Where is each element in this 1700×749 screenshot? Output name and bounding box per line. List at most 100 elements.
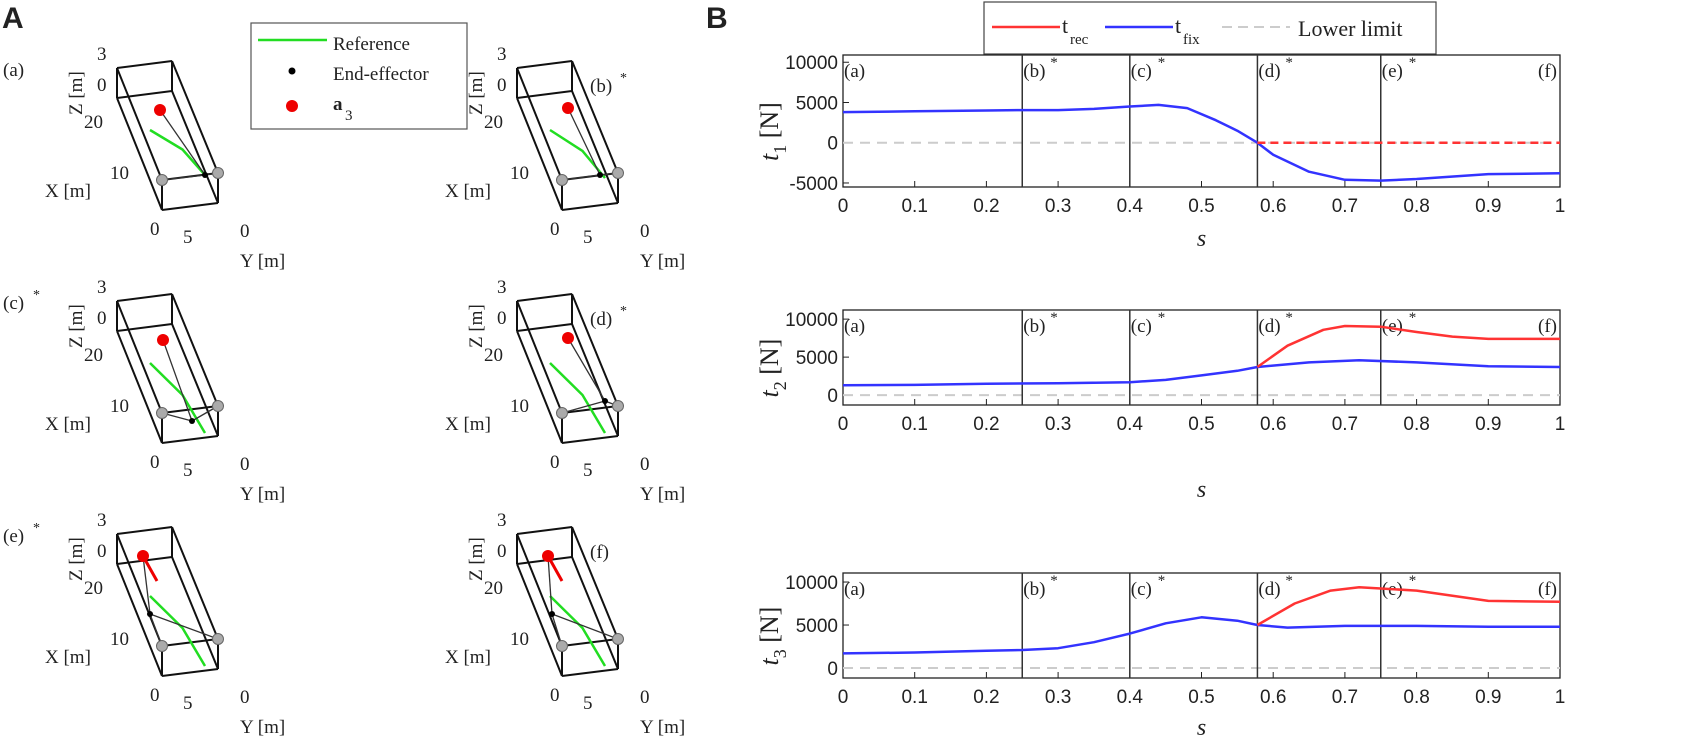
x-tick: 0	[550, 685, 560, 706]
legend-a3-label: a	[333, 94, 343, 115]
event-star: *	[1409, 55, 1417, 71]
legend-end-effector-swatch	[288, 67, 296, 75]
cable	[162, 339, 193, 422]
workspace-subplot: (f) 3 0 Z [m]20 10 X [m] 0 5 0 Y [m]	[445, 510, 685, 738]
event-star: *	[1050, 573, 1058, 589]
y-tick-label: -5000	[789, 174, 838, 195]
z-tick: 3	[97, 44, 107, 65]
x-tick-label: 0.2	[973, 196, 999, 217]
box-edge	[116, 90, 173, 99]
x-tick-label: 0	[838, 196, 849, 217]
x-tick-label: 0.5	[1188, 687, 1214, 708]
box-edge	[561, 435, 619, 444]
y-axis-label: Y [m]	[240, 251, 285, 272]
event-label: (e)	[1382, 316, 1403, 337]
subplot-label: (f)	[590, 542, 609, 563]
y-axis-label: Y [m]	[240, 717, 285, 738]
subplot-star: *	[620, 71, 627, 86]
legend-a3-swatch	[286, 100, 298, 112]
anchor-point	[212, 167, 224, 179]
box-edge	[516, 300, 563, 414]
event-label: (e)	[1382, 61, 1403, 82]
series-t-fix	[842, 616, 1560, 655]
box-edge	[516, 293, 573, 302]
cable	[561, 174, 601, 181]
x-tick: 20	[84, 112, 103, 133]
event-label: (f)	[1538, 61, 1557, 82]
event-label: (d)	[1258, 579, 1280, 600]
box-edge	[171, 293, 219, 407]
tension-chart-2: 0 0.1 0.2 0.3 0.4 0.5 0.6 0.7 0.8 0.9 1 0 5000 10000 (…	[755, 309, 1565, 503]
event-star: *	[1158, 55, 1166, 71]
z-tick: 0	[497, 541, 507, 562]
y-label-sub: 1	[770, 145, 790, 154]
z-axis-label: Z [m]	[66, 71, 87, 115]
x-tick: 0	[550, 452, 560, 473]
panel-b-label: B	[706, 2, 728, 35]
legend-reference-label: Reference	[333, 34, 410, 55]
anchor-point	[612, 400, 624, 412]
workspace-subplot: (e) * 3 0 Z [m]20 10 X [m] 0 5 0 Y [m]	[3, 510, 285, 738]
panel-b-legend: t rec t fix Lower limit	[983, 1, 1437, 55]
x-tick: 10	[510, 396, 529, 417]
series-t-rec	[1256, 324, 1560, 369]
y-label-unit: [N]	[755, 607, 784, 650]
z-axis-label: Z [m]	[466, 537, 487, 581]
y-tick: 5	[183, 460, 193, 481]
workspace-subplot: (c) * 3 0 Z [m]20 10 X [m] 0 5 0 Y [m]	[3, 277, 285, 505]
anchor-point	[156, 174, 168, 186]
x-tick-label: 0.2	[973, 687, 999, 708]
box-edge	[571, 293, 619, 407]
a3-point	[154, 104, 166, 116]
event-label: (a)	[844, 316, 865, 337]
y-label-var: t	[755, 658, 784, 666]
y-label-var: t	[755, 390, 784, 398]
box-edge	[571, 90, 619, 204]
plot-area	[842, 309, 1561, 406]
box-edge	[516, 533, 563, 647]
x-tick-label: 0.3	[1045, 414, 1071, 435]
y-label-unit: [N]	[755, 339, 784, 382]
x-tick: 20	[484, 112, 503, 133]
y-tick-label: 0	[827, 134, 838, 155]
box-edge	[516, 90, 573, 99]
box-edge	[116, 563, 163, 677]
x-tick-label: 0.8	[1403, 414, 1429, 435]
x-tick-label: 0.5	[1188, 414, 1214, 435]
y-tick: 5	[583, 693, 593, 714]
z-axis-label: Z [m]	[466, 304, 487, 348]
reference-path	[149, 595, 207, 667]
anchor-point	[156, 640, 168, 652]
y-axis-label: t1 [N]	[755, 102, 790, 161]
event-star: *	[1050, 310, 1058, 326]
y-tick-label: 0	[827, 659, 838, 680]
box-edge	[116, 293, 173, 302]
plot-area	[842, 54, 1561, 188]
box-edge	[516, 67, 563, 181]
box-edge	[116, 97, 163, 211]
z-tick: 3	[497, 44, 507, 65]
x-tick-label: 1	[1555, 687, 1566, 708]
subplot-star: *	[620, 304, 627, 319]
x-tick-label: 0.6	[1260, 414, 1286, 435]
panel-a-label: A	[2, 2, 24, 35]
reference-path	[549, 595, 607, 667]
y-tick-label: 5000	[796, 93, 838, 114]
x-tick: 10	[110, 629, 129, 650]
event-star: *	[1409, 573, 1417, 589]
event-label: (b)	[1023, 316, 1045, 337]
workspace-subplot: (a) 3 0 Z [m]20 10 X [m] 0 5 0 Y [m]	[3, 44, 285, 272]
z-tick: 0	[97, 75, 107, 96]
box-edge	[571, 60, 619, 174]
z-tick: 0	[497, 75, 507, 96]
box-edge	[171, 556, 219, 670]
y-tick: 5	[183, 227, 193, 248]
y-tick: 5	[583, 227, 593, 248]
x-axis-label: X [m]	[45, 647, 91, 668]
z-tick: 3	[497, 277, 507, 298]
x-tick-label: 0	[838, 687, 849, 708]
event-label: (b)	[1023, 579, 1045, 600]
x-tick: 10	[510, 629, 529, 650]
box-edge	[516, 563, 563, 677]
